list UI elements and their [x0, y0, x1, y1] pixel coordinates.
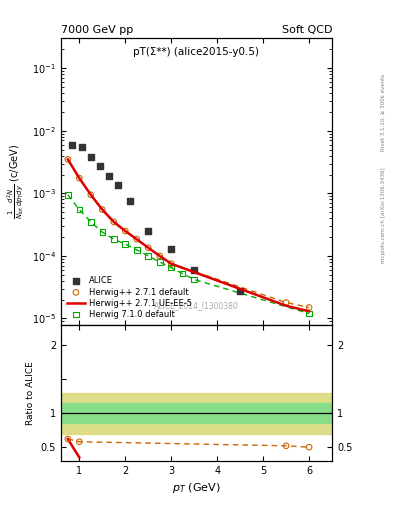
ALICE	[127, 197, 133, 205]
Herwig 7.1.0 default	[306, 309, 312, 317]
ALICE	[168, 245, 174, 253]
Point	[306, 443, 312, 451]
Herwig++ 2.7.1 default	[145, 244, 151, 252]
Bar	[61, 393, 332, 434]
Y-axis label: $\frac{1}{N_{tot}}\frac{d^2N}{dp_{T}dy}$ (c/GeV): $\frac{1}{N_{tot}}\frac{d^2N}{dp_{T}dy}$…	[6, 144, 26, 219]
X-axis label: $p_T$ (GeV): $p_T$ (GeV)	[172, 481, 221, 495]
ALICE	[69, 141, 75, 149]
ALICE	[97, 162, 103, 170]
Herwig++ 2.7.1 UE-EE-5	[111, 219, 116, 225]
Herwig++ 2.7.1 UE-EE-5	[157, 253, 162, 259]
Herwig 7.1.0 default	[110, 235, 117, 243]
Herwig 7.1.0 default	[122, 240, 129, 248]
Herwig 7.1.0 default	[88, 218, 94, 226]
Herwig++ 2.7.1 default	[168, 260, 174, 268]
Herwig++ 2.7.1 default	[122, 227, 129, 235]
Herwig++ 2.7.1 default	[88, 190, 94, 199]
Herwig 7.1.0 default	[99, 228, 105, 236]
ALICE	[79, 143, 85, 151]
Herwig++ 2.7.1 UE-EE-5	[66, 156, 70, 162]
Herwig++ 2.7.1 UE-EE-5	[146, 245, 151, 251]
Herwig 7.1.0 default	[168, 264, 174, 272]
Herwig++ 2.7.1 default	[76, 174, 83, 182]
Herwig++ 2.7.1 default	[283, 298, 289, 307]
Line: Herwig++ 2.7.1 UE-EE-5: Herwig++ 2.7.1 UE-EE-5	[68, 159, 309, 311]
Bar	[61, 403, 332, 423]
Point	[283, 442, 289, 450]
Herwig++ 2.7.1 UE-EE-5	[169, 261, 174, 267]
Herwig++ 2.7.1 default	[134, 235, 140, 243]
ALICE	[191, 266, 197, 274]
Herwig 7.1.0 default	[145, 252, 151, 260]
Point	[65, 435, 71, 443]
ALICE	[237, 286, 243, 294]
Herwig++ 2.7.1 UE-EE-5	[88, 191, 93, 198]
Text: mcplots.cern.ch [arXiv:1306.3436]: mcplots.cern.ch [arXiv:1306.3436]	[381, 167, 386, 263]
Text: Rivet 3.1.10, ≥ 300k events: Rivet 3.1.10, ≥ 300k events	[381, 74, 386, 151]
Herwig++ 2.7.1 UE-EE-5	[134, 236, 139, 242]
Herwig 7.1.0 default	[156, 258, 163, 266]
Herwig 7.1.0 default	[76, 205, 83, 214]
Text: ALICE_2014_I1300380: ALICE_2014_I1300380	[154, 301, 239, 310]
Herwig++ 2.7.1 default	[99, 205, 105, 214]
Herwig++ 2.7.1 UE-EE-5	[123, 228, 128, 234]
ALICE	[106, 172, 112, 180]
Herwig++ 2.7.1 UE-EE-5	[100, 206, 105, 212]
Legend: ALICE, Herwig++ 2.7.1 default, Herwig++ 2.7.1 UE-EE-5, Herwig 7.1.0 default: ALICE, Herwig++ 2.7.1 default, Herwig++ …	[65, 275, 194, 321]
Herwig 7.1.0 default	[191, 275, 197, 284]
Herwig++ 2.7.1 UE-EE-5	[284, 303, 288, 309]
Point	[76, 438, 83, 446]
Y-axis label: Ratio to ALICE: Ratio to ALICE	[26, 361, 35, 424]
Text: Soft QCD: Soft QCD	[282, 25, 332, 35]
Herwig 7.1.0 default	[180, 270, 186, 278]
Herwig++ 2.7.1 default	[156, 252, 163, 260]
ALICE	[145, 227, 151, 235]
ALICE	[88, 153, 94, 161]
Herwig++ 2.7.1 UE-EE-5	[307, 308, 312, 314]
Herwig++ 2.7.1 default	[65, 155, 71, 163]
Herwig++ 2.7.1 default	[306, 304, 312, 312]
Herwig++ 2.7.1 UE-EE-5	[77, 175, 82, 181]
Herwig 7.1.0 default	[134, 246, 140, 254]
ALICE	[115, 181, 121, 189]
Text: pT(Σ**) (alice2015-y0.5): pT(Σ**) (alice2015-y0.5)	[134, 47, 259, 57]
Herwig++ 2.7.1 default	[110, 218, 117, 226]
Herwig 7.1.0 default	[65, 190, 71, 199]
Text: 7000 GeV pp: 7000 GeV pp	[61, 25, 133, 35]
